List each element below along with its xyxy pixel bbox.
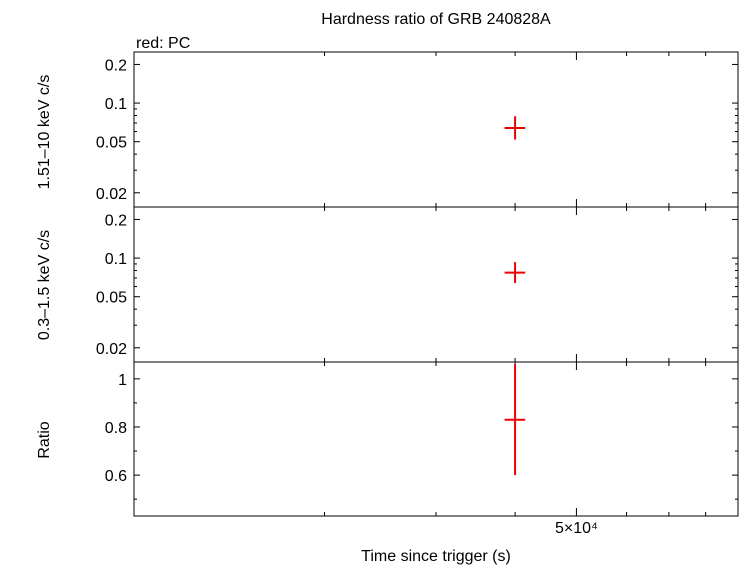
y-tick-label-ratio: 1 <box>118 372 127 389</box>
panel-frame-ratio <box>133 361 739 517</box>
panel-frame-hard <box>133 51 739 208</box>
y-tick-label-ratio: 0.8 <box>105 420 127 437</box>
y-tick-label-hard: 0.02 <box>96 186 127 203</box>
y-axis-label-ratio: Ratio <box>36 421 53 458</box>
legend-note: red: PC <box>136 35 190 52</box>
chart-title: Hardness ratio of GRB 240828A <box>321 11 551 28</box>
x-axis-label: Time since trigger (s) <box>361 548 511 565</box>
y-tick-label-hard: 0.1 <box>105 96 127 113</box>
y-axis-label-hard: 1.51–10 keV c/s <box>36 75 53 190</box>
y-tick-label-hard: 0.05 <box>96 135 127 152</box>
y-tick-label-ratio: 0.6 <box>105 468 127 485</box>
x-tick-label: 5×10⁴ <box>555 520 598 537</box>
y-tick-label-hard: 0.2 <box>105 57 127 74</box>
plot-layer: 0.2 0.1 0.05 0.02 0.2 0.1 0.05 0.02 1 0.8 0.6 5×10⁴ <box>96 51 739 537</box>
y-tick-label-soft: 0.1 <box>105 251 127 268</box>
y-tick-label-soft: 0.02 <box>96 341 127 358</box>
y-tick-label-soft: 0.05 <box>96 290 127 307</box>
panel-frame-soft <box>133 206 739 363</box>
y-axis-label-soft: 0.3–1.5 keV c/s <box>36 230 53 340</box>
y-tick-label-soft: 0.2 <box>105 212 127 229</box>
